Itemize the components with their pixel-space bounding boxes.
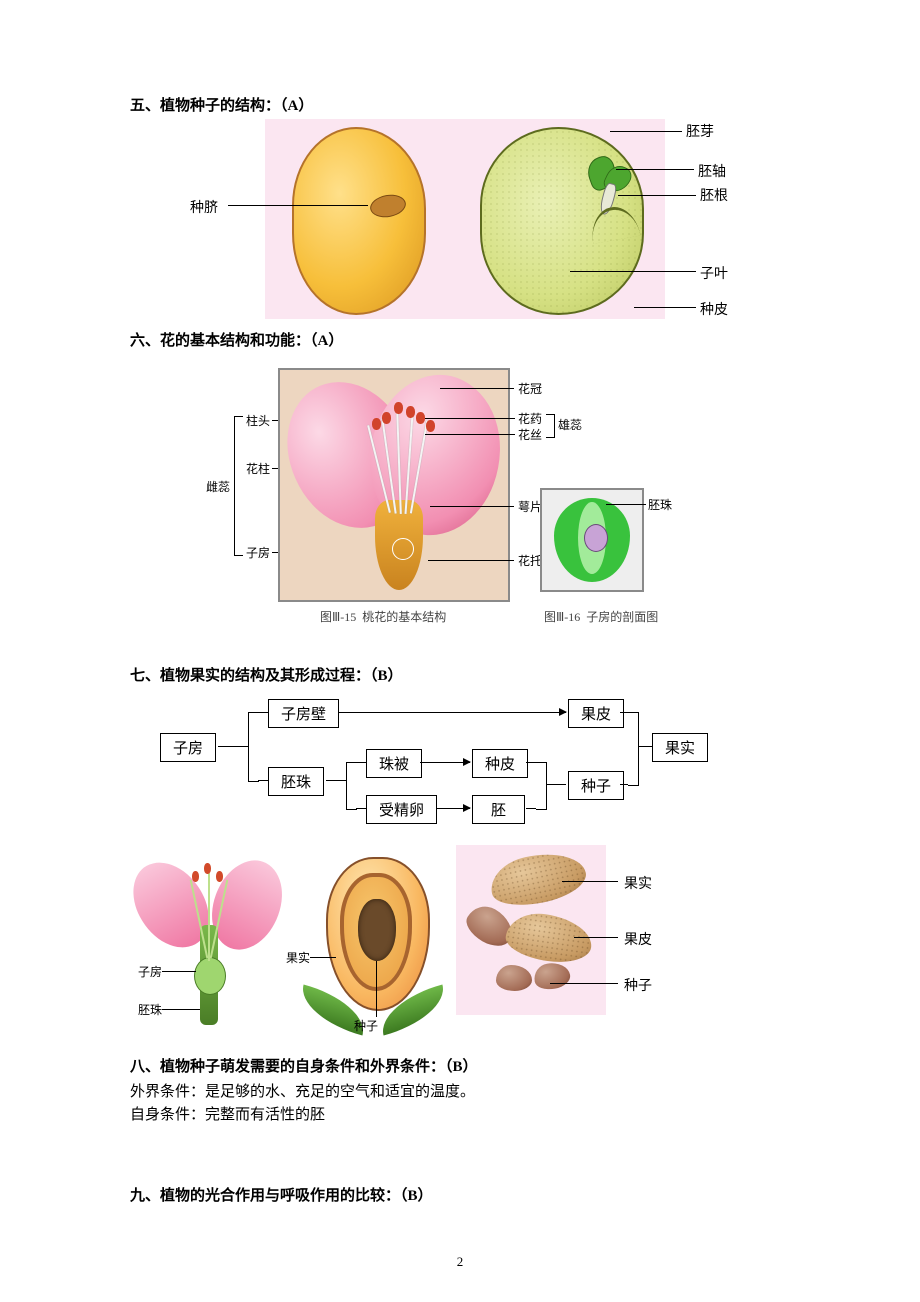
fruit-images: 子房 胚珠 果实 种子 果实 果皮 种子: [130, 845, 790, 1045]
brace-stamen: [546, 414, 555, 438]
label-epicotyl: 胚轴: [698, 161, 726, 181]
flowchart: 子房 子房壁 胚珠 珠被 受精卵 种皮 胚 果皮 种子 果实: [150, 695, 790, 835]
label-sepal: 萼片: [518, 498, 542, 515]
section7-heading: 七、植物果实的结构及其形成过程：（B）: [130, 664, 790, 685]
flower-diagram: 柱头 花柱 子房 雌蕊 花冠 花药 花丝: [210, 368, 790, 648]
brace-pistil: [234, 416, 243, 556]
box-seed: 种子: [568, 771, 624, 800]
page-number: 2: [457, 1254, 464, 1270]
section5-heading: 五、植物种子的结构：（A）: [130, 94, 790, 115]
section6-heading: 六、花的基本结构和功能：（A）: [130, 329, 790, 350]
seed-outer: [292, 127, 426, 315]
lead-plumule: [610, 131, 682, 132]
pn-label-fruit: 果实: [624, 873, 652, 893]
caption1: 图Ⅲ-15 桃花的基本结构: [320, 608, 446, 625]
label-style: 花柱: [246, 460, 270, 477]
arrow-egg-embryo: [436, 808, 470, 809]
section8-line2: 自身条件：完整而有活性的胚: [130, 1103, 790, 1124]
lead-hilum: [228, 205, 368, 206]
box-pericarp: 果皮: [568, 699, 624, 728]
lead-seedcoat: [634, 307, 696, 308]
lead-radicle: [618, 195, 696, 196]
box-embryo: 胚: [472, 795, 525, 824]
label-plumule: 胚芽: [686, 121, 714, 141]
label-corolla: 花冠: [518, 380, 542, 397]
label-cotyledon: 子叶: [700, 263, 728, 283]
peach-label-fruit: 果实: [286, 949, 310, 966]
label-stigma: 柱头: [246, 412, 270, 429]
peach-illustration: 果实 种子: [292, 845, 452, 1035]
arrow-ovwall-pericarp: [338, 712, 566, 713]
pn-label-pericarp: 果皮: [624, 929, 652, 949]
label-pistil: 雌蕊: [206, 478, 230, 495]
label-anther: 花药: [518, 410, 542, 427]
box-ovule: 胚珠: [268, 767, 324, 796]
lead-cotyledon: [570, 271, 696, 272]
box-integument: 珠被: [366, 749, 422, 778]
embryo: [578, 155, 638, 215]
box-seed-coat: 种皮: [472, 749, 528, 778]
section9-heading: 九、植物的光合作用与呼吸作用的比较：（B）: [130, 1184, 790, 1205]
box-fertilized-egg: 受精卵: [366, 795, 437, 824]
peanut-illustration: [456, 845, 606, 1015]
box-fruit: 果实: [652, 733, 708, 762]
peach-label-seed: 种子: [354, 1017, 378, 1034]
lead-epicotyl: [616, 169, 694, 170]
flower-photo: [278, 368, 510, 602]
label-seedcoat: 种皮: [700, 299, 728, 319]
page: 五、植物种子的结构：（A） 种脐 胚芽 胚轴 胚根 子叶 种皮 六、花的基本结构…: [0, 0, 920, 1302]
label-receptacle: 花托: [518, 552, 542, 569]
label-radicle: 胚根: [700, 185, 728, 205]
box-ovary: 子房: [160, 733, 216, 762]
label-ovary: 子房: [246, 544, 270, 561]
caption2: 图Ⅲ-16 子房的剖面图: [544, 608, 658, 625]
label-ovule: 胚珠: [648, 496, 672, 513]
pn-label-seed: 种子: [624, 975, 652, 995]
box-ovary-wall: 子房壁: [268, 699, 339, 728]
label-stamen: 雄蕊: [558, 416, 582, 433]
section8-line1: 外界条件：是足够的水、充足的空气和适宜的温度。: [130, 1080, 790, 1101]
label-hilum: 种脐: [190, 197, 218, 217]
arrow-integ-coat: [420, 762, 470, 763]
seed-diagram: 种脐 胚芽 胚轴 胚根 子叶 种皮: [130, 115, 790, 325]
flower-illustration: 子房 胚珠: [130, 845, 288, 1035]
fi-label-ovule: 胚珠: [138, 1001, 162, 1018]
fi-label-ovary: 子房: [138, 963, 162, 980]
section8-heading: 八、植物种子萌发需要的自身条件和外界条件：（B）: [130, 1055, 790, 1076]
label-filament: 花丝: [518, 426, 542, 443]
